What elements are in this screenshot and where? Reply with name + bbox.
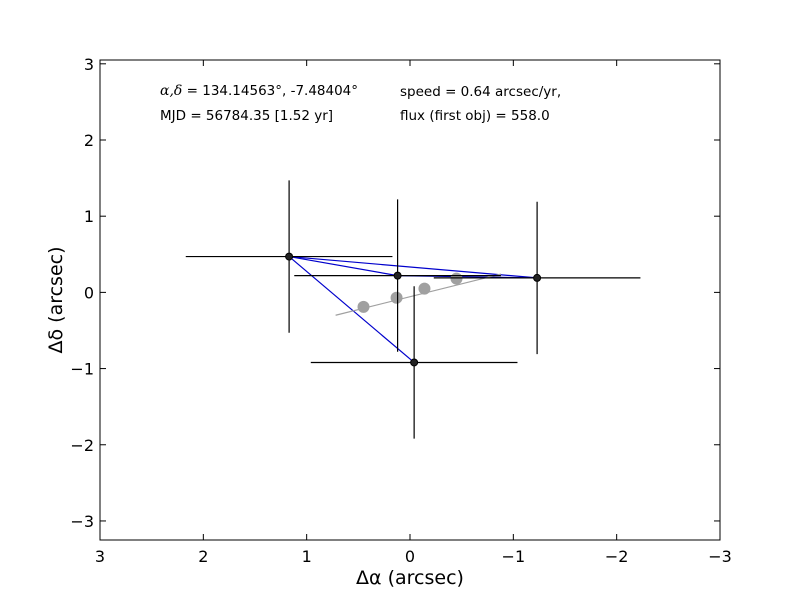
annotation-flux: flux (first obj) = 558.0 bbox=[400, 108, 550, 124]
motion-fit bbox=[335, 272, 502, 316]
detection-point bbox=[393, 271, 402, 280]
x-tick-label: 3 bbox=[95, 547, 105, 566]
plot-area bbox=[100, 60, 720, 540]
detection-point bbox=[285, 252, 294, 261]
y-tick-label: 3 bbox=[84, 55, 94, 74]
fit-point bbox=[450, 272, 463, 285]
detection-point bbox=[533, 273, 542, 282]
y-tick-label: 0 bbox=[84, 283, 94, 302]
x-tick-label: −2 bbox=[605, 547, 629, 566]
annotation-coords: α,δ = 134.14563°, -7.48404° bbox=[160, 83, 358, 99]
connection-line bbox=[288, 256, 415, 363]
coord-symbols: α,δ bbox=[160, 83, 182, 99]
svg-text:α,δ = 134.14563°, -7.48404°: α,δ = 134.14563°, -7.48404° bbox=[160, 83, 358, 99]
fit-point bbox=[418, 282, 431, 295]
x-tick-label: −1 bbox=[502, 547, 526, 566]
y-tick-label: −2 bbox=[70, 436, 94, 455]
connection-line bbox=[288, 255, 398, 277]
annotation-mjd: MJD = 56784.35 [1.52 yr] bbox=[160, 108, 333, 124]
y-axis-title: Δδ (arcsec) bbox=[45, 246, 67, 353]
fit-point bbox=[357, 300, 370, 313]
y-tick-label: −3 bbox=[70, 512, 94, 531]
x-axis-title: Δα (arcsec) bbox=[356, 567, 464, 589]
x-tick-label: −3 bbox=[708, 547, 732, 566]
y-tick-label: −1 bbox=[70, 360, 94, 379]
x-tick-label: 2 bbox=[198, 547, 208, 566]
x-tick-label: 0 bbox=[405, 547, 415, 566]
plot-frame bbox=[99, 59, 721, 541]
detection-point bbox=[410, 358, 419, 367]
detection-points bbox=[285, 252, 542, 367]
annotation-speed: speed = 0.64 arcsec/yr, bbox=[400, 84, 561, 100]
connection-line bbox=[289, 255, 538, 279]
x-tick-label: 1 bbox=[302, 547, 312, 566]
y-tick-label: 2 bbox=[84, 131, 94, 150]
fit-point bbox=[390, 291, 403, 304]
coord-value: = 134.14563°, -7.48404° bbox=[182, 83, 358, 99]
y-tick-label: 1 bbox=[84, 207, 94, 226]
